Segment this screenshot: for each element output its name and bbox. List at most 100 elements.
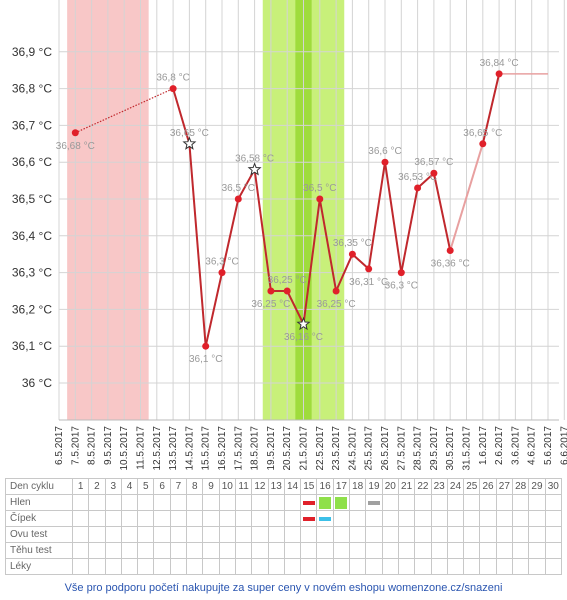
table-cell[interactable] <box>234 526 253 543</box>
table-cell[interactable] <box>251 558 269 575</box>
table-cell[interactable] <box>397 526 416 543</box>
table-cell[interactable] <box>479 542 497 559</box>
table-cell[interactable] <box>186 526 204 543</box>
table-cell[interactable] <box>446 510 465 527</box>
table-cell[interactable] <box>137 510 155 527</box>
table-cell[interactable] <box>104 542 122 559</box>
table-cell[interactable] <box>463 558 481 575</box>
table-cell[interactable] <box>316 542 334 559</box>
table-cell[interactable] <box>479 526 497 543</box>
table-cell[interactable] <box>512 494 530 511</box>
table-cell[interactable] <box>283 542 302 559</box>
table-cell[interactable] <box>414 494 432 511</box>
table-cell[interactable] <box>267 526 285 543</box>
table-cell[interactable] <box>397 542 416 559</box>
table-cell[interactable] <box>251 542 269 559</box>
table-cell[interactable] <box>414 510 432 527</box>
table-cell[interactable] <box>349 494 367 511</box>
table-cell[interactable] <box>283 494 302 511</box>
table-cell[interactable] <box>316 526 334 543</box>
table-cell[interactable] <box>202 558 220 575</box>
table-cell[interactable] <box>120 526 139 543</box>
table-cell[interactable] <box>169 526 188 543</box>
table-cell[interactable] <box>267 542 285 559</box>
table-cell[interactable] <box>300 510 318 527</box>
table-cell[interactable] <box>528 510 546 527</box>
table-cell[interactable] <box>430 542 448 559</box>
table-cell[interactable] <box>137 542 155 559</box>
table-cell[interactable] <box>120 542 139 559</box>
table-cell[interactable] <box>71 542 90 559</box>
table-cell[interactable] <box>544 558 562 575</box>
table-cell[interactable] <box>446 542 465 559</box>
table-cell[interactable] <box>234 558 253 575</box>
table-cell[interactable] <box>512 526 530 543</box>
table-cell[interactable] <box>120 494 139 511</box>
table-cell[interactable] <box>186 558 204 575</box>
table-cell[interactable] <box>316 510 334 527</box>
table-cell[interactable] <box>218 510 236 527</box>
table-cell[interactable] <box>349 526 367 543</box>
table-cell[interactable] <box>495 494 514 511</box>
table-cell[interactable] <box>430 510 448 527</box>
table-cell[interactable] <box>283 510 302 527</box>
table-cell[interactable] <box>544 542 562 559</box>
table-cell[interactable] <box>88 526 106 543</box>
table-cell[interactable] <box>512 558 530 575</box>
table-cell[interactable] <box>495 542 514 559</box>
table-cell[interactable] <box>316 494 334 511</box>
table-cell[interactable] <box>218 494 236 511</box>
table-cell[interactable] <box>218 526 236 543</box>
table-cell[interactable] <box>349 510 367 527</box>
table-cell[interactable] <box>446 558 465 575</box>
table-cell[interactable] <box>104 526 122 543</box>
table-cell[interactable] <box>430 494 448 511</box>
table-cell[interactable] <box>71 494 90 511</box>
table-cell[interactable] <box>365 494 383 511</box>
table-cell[interactable] <box>169 542 188 559</box>
table-cell[interactable] <box>544 494 562 511</box>
table-cell[interactable] <box>349 558 367 575</box>
table-cell[interactable] <box>267 494 285 511</box>
table-cell[interactable] <box>251 494 269 511</box>
table-cell[interactable] <box>463 542 481 559</box>
table-cell[interactable] <box>218 558 236 575</box>
table-cell[interactable] <box>512 510 530 527</box>
table-cell[interactable] <box>397 510 416 527</box>
table-cell[interactable] <box>186 510 204 527</box>
table-cell[interactable] <box>495 558 514 575</box>
table-cell[interactable] <box>332 510 351 527</box>
table-cell[interactable] <box>528 494 546 511</box>
table-cell[interactable] <box>495 526 514 543</box>
table-cell[interactable] <box>267 558 285 575</box>
table-cell[interactable] <box>381 510 399 527</box>
table-cell[interactable] <box>316 558 334 575</box>
table-cell[interactable] <box>397 558 416 575</box>
table-cell[interactable] <box>104 510 122 527</box>
table-cell[interactable] <box>381 542 399 559</box>
table-cell[interactable] <box>251 510 269 527</box>
table-cell[interactable] <box>349 542 367 559</box>
table-cell[interactable] <box>169 510 188 527</box>
table-cell[interactable] <box>153 494 171 511</box>
table-cell[interactable] <box>446 526 465 543</box>
table-cell[interactable] <box>414 526 432 543</box>
table-cell[interactable] <box>300 558 318 575</box>
eshop-link[interactable]: Vše pro podporu početí nakupujte za supe… <box>64 582 503 594</box>
table-cell[interactable] <box>137 558 155 575</box>
table-cell[interactable] <box>365 558 383 575</box>
table-cell[interactable] <box>186 494 204 511</box>
table-cell[interactable] <box>104 558 122 575</box>
table-cell[interactable] <box>88 494 106 511</box>
table-cell[interactable] <box>153 542 171 559</box>
table-cell[interactable] <box>153 526 171 543</box>
table-cell[interactable] <box>169 558 188 575</box>
table-cell[interactable] <box>381 526 399 543</box>
table-cell[interactable] <box>234 510 253 527</box>
table-cell[interactable] <box>153 558 171 575</box>
table-cell[interactable] <box>88 558 106 575</box>
table-cell[interactable] <box>430 526 448 543</box>
table-cell[interactable] <box>104 494 122 511</box>
table-cell[interactable] <box>267 510 285 527</box>
table-cell[interactable] <box>120 510 139 527</box>
